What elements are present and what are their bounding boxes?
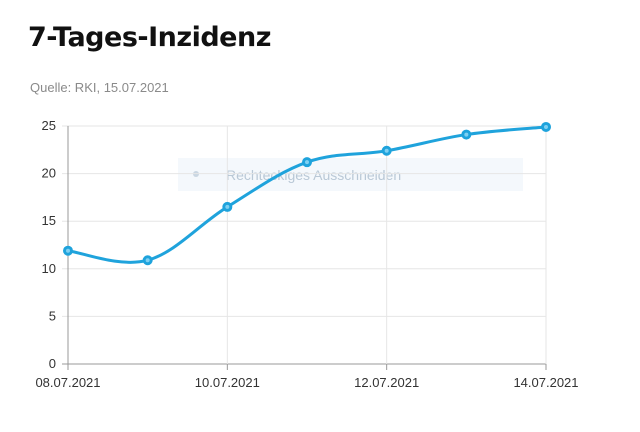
x-tick-label: 08.07.2021 [35, 375, 100, 390]
data-point-highlight [384, 148, 389, 153]
snip-overlay [178, 158, 523, 191]
data-point-highlight [305, 160, 309, 165]
chart-source: Quelle: RKI, 15.07.2021 [30, 80, 169, 95]
data-point-highlight [544, 124, 548, 129]
data-point-highlight [66, 248, 70, 253]
y-tick-label: 0 [49, 356, 56, 371]
y-tick-label: 25 [42, 118, 56, 133]
x-tick-label: 12.07.2021 [354, 375, 419, 390]
data-point-highlight [225, 204, 230, 209]
x-tick-label: 14.07.2021 [513, 375, 578, 390]
x-tick-label: 10.07.2021 [195, 375, 260, 390]
chart-title: 7-Tages-Inzidenz [28, 22, 271, 53]
y-tick-label: 20 [42, 166, 56, 181]
y-tick-label: 10 [42, 261, 56, 276]
series-line [66, 125, 548, 264]
y-tick-label: 5 [49, 308, 56, 323]
data-point-highlight [464, 132, 469, 137]
data-point-highlight [145, 258, 150, 263]
y-tick-label: 15 [42, 213, 56, 228]
snip-overlay-label: Rechteckiges Ausschneiden [226, 167, 401, 183]
